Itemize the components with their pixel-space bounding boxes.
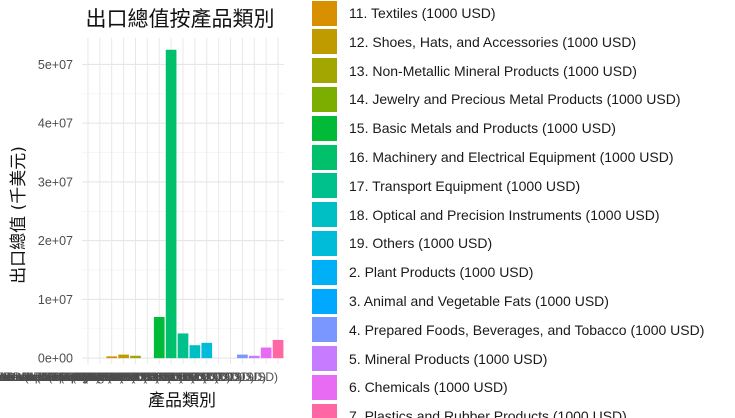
x-tick-label: 12. Shoes, Hats, and Accessories (1000 U… bbox=[0, 370, 124, 384]
legend-label: 3. Animal and Vegetable Fats (1000 USD) bbox=[349, 293, 609, 309]
legend-swatch bbox=[312, 374, 337, 400]
x-tick-label: 2. Plant Products (1000 USD) bbox=[61, 370, 219, 384]
legend-swatch bbox=[312, 230, 337, 256]
bar bbox=[201, 342, 213, 359]
legend-label: 6. Chemicals (1000 USD) bbox=[349, 379, 508, 396]
legend-swatch bbox=[312, 202, 337, 228]
legend-item: 19. Others (1000 USD) bbox=[312, 229, 492, 258]
x-tick-label: 10. Pulp and Paper Products (1000 USD) bbox=[0, 370, 100, 384]
legend-item: 2. Plant Products (1000 USD) bbox=[312, 258, 533, 287]
legend-label: 17. Transport Equipment (1000 USD) bbox=[349, 177, 581, 194]
legend-item: 16. Machinery and Electrical Equipment (… bbox=[312, 143, 674, 172]
legend-label: 19. Others (1000 USD) bbox=[349, 235, 493, 252]
legend-item: 11. Textiles (1000 USD) bbox=[312, 0, 496, 28]
x-tick-label: 16. Machinery and Electrical Equipment (… bbox=[0, 370, 171, 384]
y-tick-label: 3e+07 bbox=[38, 175, 73, 189]
legend-swatch bbox=[312, 29, 337, 55]
x-tick-label: 18. Optical and Precision Instruments (1… bbox=[0, 370, 195, 384]
legend-label: 14. Jewelry and Precious Metal Products … bbox=[349, 91, 681, 108]
legend-item: 15. Basic Metals and Products (1000 USD) bbox=[312, 114, 616, 143]
bar bbox=[260, 347, 272, 359]
y-tick-label: 5e+07 bbox=[38, 58, 73, 72]
x-tick-label: 15. Basic Metals and Products (1000 USD) bbox=[0, 370, 159, 384]
x-axis-title: 產品類別 bbox=[148, 391, 216, 411]
x-tick-label: 17. Transport Equipment (1000 USD) bbox=[0, 370, 183, 384]
bar bbox=[237, 354, 248, 359]
legend-swatch bbox=[312, 288, 337, 314]
legend-label: 13. Non-Metallic Mineral Products (1000 … bbox=[349, 62, 637, 79]
legend-label: 11. Textiles (1000 USD) bbox=[349, 5, 496, 21]
x-tick-label: 19. Others (1000 USD) bbox=[84, 370, 207, 384]
legend: 11. Textiles (1000 USD) 12. Shoes, Hats, … bbox=[312, 0, 735, 418]
legend-item: 17. Transport Equipment (1000 USD) bbox=[312, 171, 580, 200]
legend-swatch bbox=[312, 0, 337, 26]
legend-swatch bbox=[312, 259, 337, 285]
bar bbox=[189, 345, 201, 359]
x-tick-label: 5. Mineral Products (1000 USD) bbox=[84, 370, 254, 384]
bar bbox=[248, 355, 260, 359]
bar bbox=[272, 339, 284, 359]
legend-swatch bbox=[312, 173, 337, 199]
y-tick-label: 2e+07 bbox=[38, 234, 73, 248]
x-tick-label: 1. Live Animals and Animal Products (100… bbox=[0, 370, 88, 384]
legend-item: 13. Non-Metallic Mineral Products (1000 … bbox=[312, 56, 637, 85]
bars bbox=[106, 49, 284, 359]
legend-label: 15. Basic Metals and Products (1000 USD) bbox=[349, 120, 616, 137]
legend-swatch bbox=[312, 86, 337, 112]
legend-swatch bbox=[312, 144, 337, 170]
bar bbox=[177, 333, 189, 359]
bar bbox=[106, 356, 118, 359]
x-tick-label: 13. Non-Metallic Mineral Products (1000 … bbox=[0, 370, 135, 384]
chart-title: 出口總值按產品類別 bbox=[86, 7, 275, 31]
y-tick-label: 4e+07 bbox=[38, 117, 73, 131]
legend-item: 4. Prepared Foods, Beverages, and Tobacc… bbox=[312, 315, 704, 344]
legend-item: 5. Mineral Products (1000 USD) bbox=[312, 344, 547, 373]
legend-item: 6. Chemicals (1000 USD) bbox=[312, 373, 508, 402]
bar-chart: 0e+00 1e+07 2e+07 3e+07 4e+07 5e+07 1. Live A… bbox=[0, 7, 284, 411]
legend-swatch bbox=[312, 58, 337, 84]
y-tick-label: 1e+07 bbox=[38, 293, 73, 307]
legend-item: 7. Plastics and Rubber Products (1000 US… bbox=[312, 402, 627, 418]
legend-swatch bbox=[312, 403, 337, 418]
legend-item: 3. Animal and Vegetable Fats (1000 USD) bbox=[312, 287, 609, 316]
x-tick-label: 6. Chemicals (1000 USD) bbox=[130, 370, 266, 384]
legend-label: 5. Mineral Products (1000 USD) bbox=[349, 350, 548, 367]
legend-swatch bbox=[312, 317, 337, 343]
bar bbox=[165, 49, 177, 359]
y-axis-title: 出口總值 (千美元) bbox=[9, 146, 29, 284]
legend-swatch bbox=[312, 346, 337, 372]
x-tick-label: 4. Prepared Foods, Beverages, and Tobacc… bbox=[0, 370, 242, 384]
x-tick-label: 7. Plastics and Rubber Products (1000 US… bbox=[40, 370, 278, 384]
legend-label: 2. Plant Products (1000 USD) bbox=[349, 264, 534, 281]
x-tick-label: 3. Animal and Vegetable Fats (1000 USD) bbox=[8, 370, 231, 384]
bar bbox=[118, 354, 129, 359]
legend-swatch bbox=[312, 115, 337, 141]
y-tick-label: 0e+00 bbox=[38, 352, 73, 366]
grid bbox=[82, 38, 284, 364]
x-tick-label: 14. Jewelry and Precious Metal Products … bbox=[0, 370, 147, 384]
bar bbox=[130, 355, 141, 359]
legend-label: 18. Optical and Precision Instruments (1… bbox=[349, 206, 660, 223]
bar bbox=[153, 317, 165, 359]
legend-item: 18. Optical and Precision Instruments (1… bbox=[312, 200, 659, 229]
legend-label: 12. Shoes, Hats, and Accessories (1000 U… bbox=[349, 33, 637, 50]
x-axis-ticks: 1. Live Animals and Animal Products (100… bbox=[0, 370, 278, 384]
legend-item: 12. Shoes, Hats, and Accessories (1000 U… bbox=[312, 27, 636, 56]
legend-label: 4. Prepared Foods, Beverages, and Tobacc… bbox=[349, 321, 705, 338]
legend-label: 16. Machinery and Electrical Equipment (… bbox=[349, 149, 674, 165]
legend-label: 7. Plastics and Rubber Products (1000 US… bbox=[349, 408, 627, 418]
legend-item: 14. Jewelry and Precious Metal Products … bbox=[312, 85, 680, 114]
x-tick-label: 11. Textiles (1000 USD) bbox=[0, 370, 112, 384]
y-axis-ticks: 0e+00 1e+07 2e+07 3e+07 4e+07 5e+07 bbox=[38, 58, 73, 366]
